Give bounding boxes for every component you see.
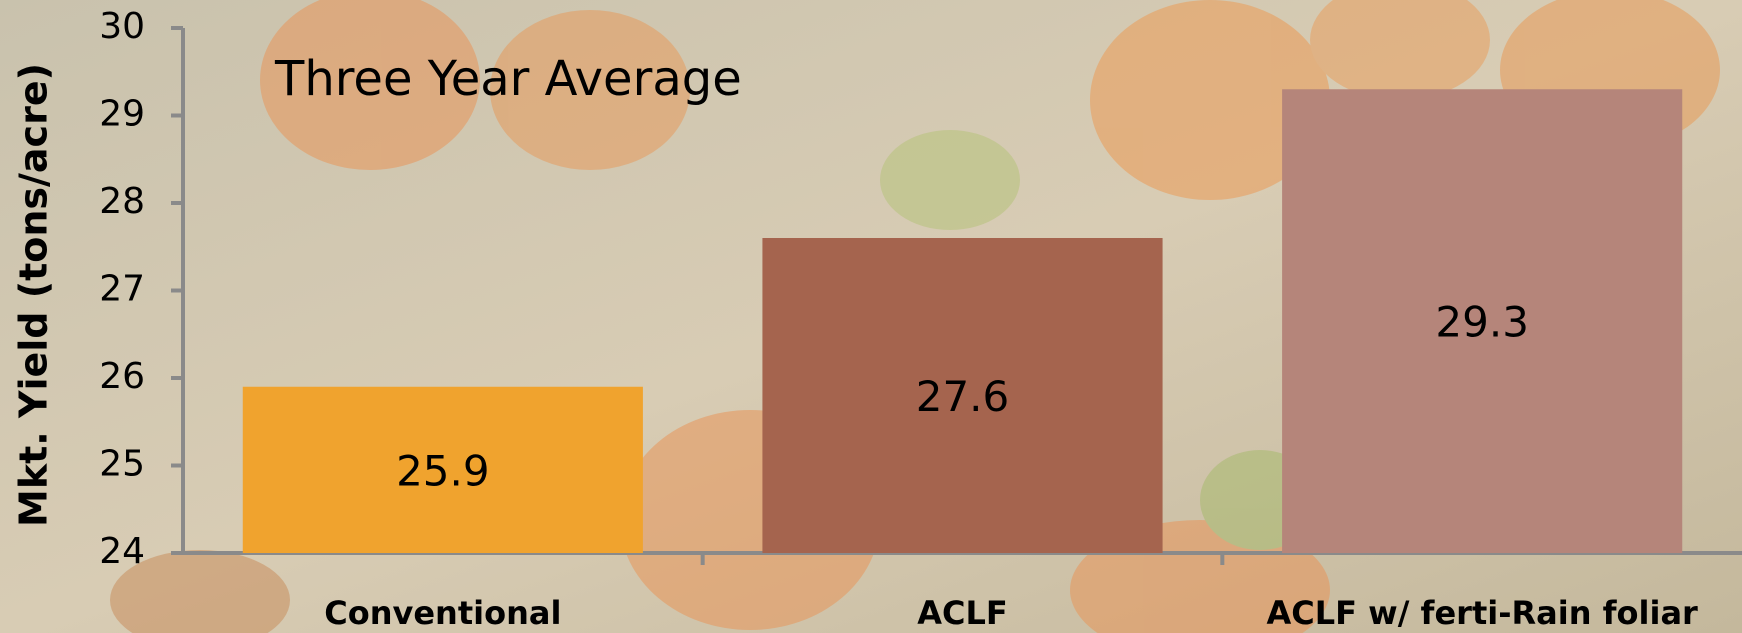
y-tick-label: 25 <box>99 444 145 485</box>
y-tick-label: 28 <box>99 181 145 222</box>
y-tick-label: 27 <box>99 269 145 310</box>
y-tick-label: 26 <box>99 356 145 397</box>
data-label: 27.6 <box>916 372 1010 421</box>
y-tick-label: 30 <box>99 6 145 47</box>
y-tick-label: 24 <box>99 531 145 572</box>
chart-title: Three Year Average <box>274 51 742 107</box>
data-label: 29.3 <box>1435 298 1529 347</box>
chart: Three Year Average Mkt. Yield (tons/acre… <box>0 0 1742 633</box>
x-tick-label: Conventional <box>324 594 561 632</box>
x-tick-label: ACLF w/ ferti-Rain foliar <box>1267 594 1699 632</box>
data-label: 25.9 <box>396 446 490 495</box>
x-tick-label: ACLF <box>917 594 1008 632</box>
y-tick-label: 29 <box>99 94 145 135</box>
y-axis-label: Mkt. Yield (tons/acre) <box>12 63 56 527</box>
